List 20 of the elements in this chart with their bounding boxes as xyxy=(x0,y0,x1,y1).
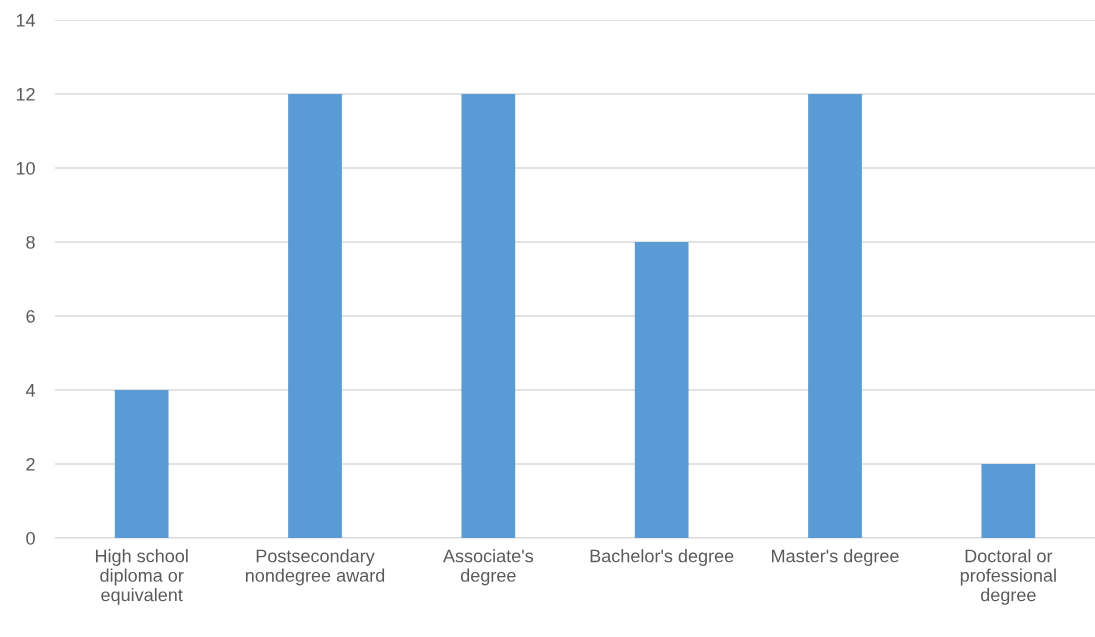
y-tick-label: 6 xyxy=(26,309,35,323)
y-tick-label: 0 xyxy=(26,531,35,545)
y-tick-label: 4 xyxy=(25,384,36,397)
y-tick-label: 12 xyxy=(16,87,35,101)
y-tick-label: 8 xyxy=(26,235,35,249)
y-tick-label: 14 xyxy=(16,14,36,27)
x-tick-label: Master's degree xyxy=(772,549,899,566)
x-tick-label: Bachelor's degree xyxy=(590,549,734,566)
x-tick-label: High school diploma or equivalent xyxy=(95,549,188,605)
bar xyxy=(981,464,1036,538)
bar xyxy=(634,242,689,538)
bar xyxy=(288,94,342,538)
y-tick-label: 2 xyxy=(26,457,35,471)
x-tick-label: Associate's degree xyxy=(442,549,534,586)
bar xyxy=(808,94,862,538)
x-tick-label: Postsecondary nondegree award xyxy=(245,549,385,586)
bar xyxy=(114,390,169,538)
bar xyxy=(461,94,516,538)
y-tick-label: 10 xyxy=(16,161,35,175)
x-tick-label: Doctoral or professional degree xyxy=(960,549,1056,605)
